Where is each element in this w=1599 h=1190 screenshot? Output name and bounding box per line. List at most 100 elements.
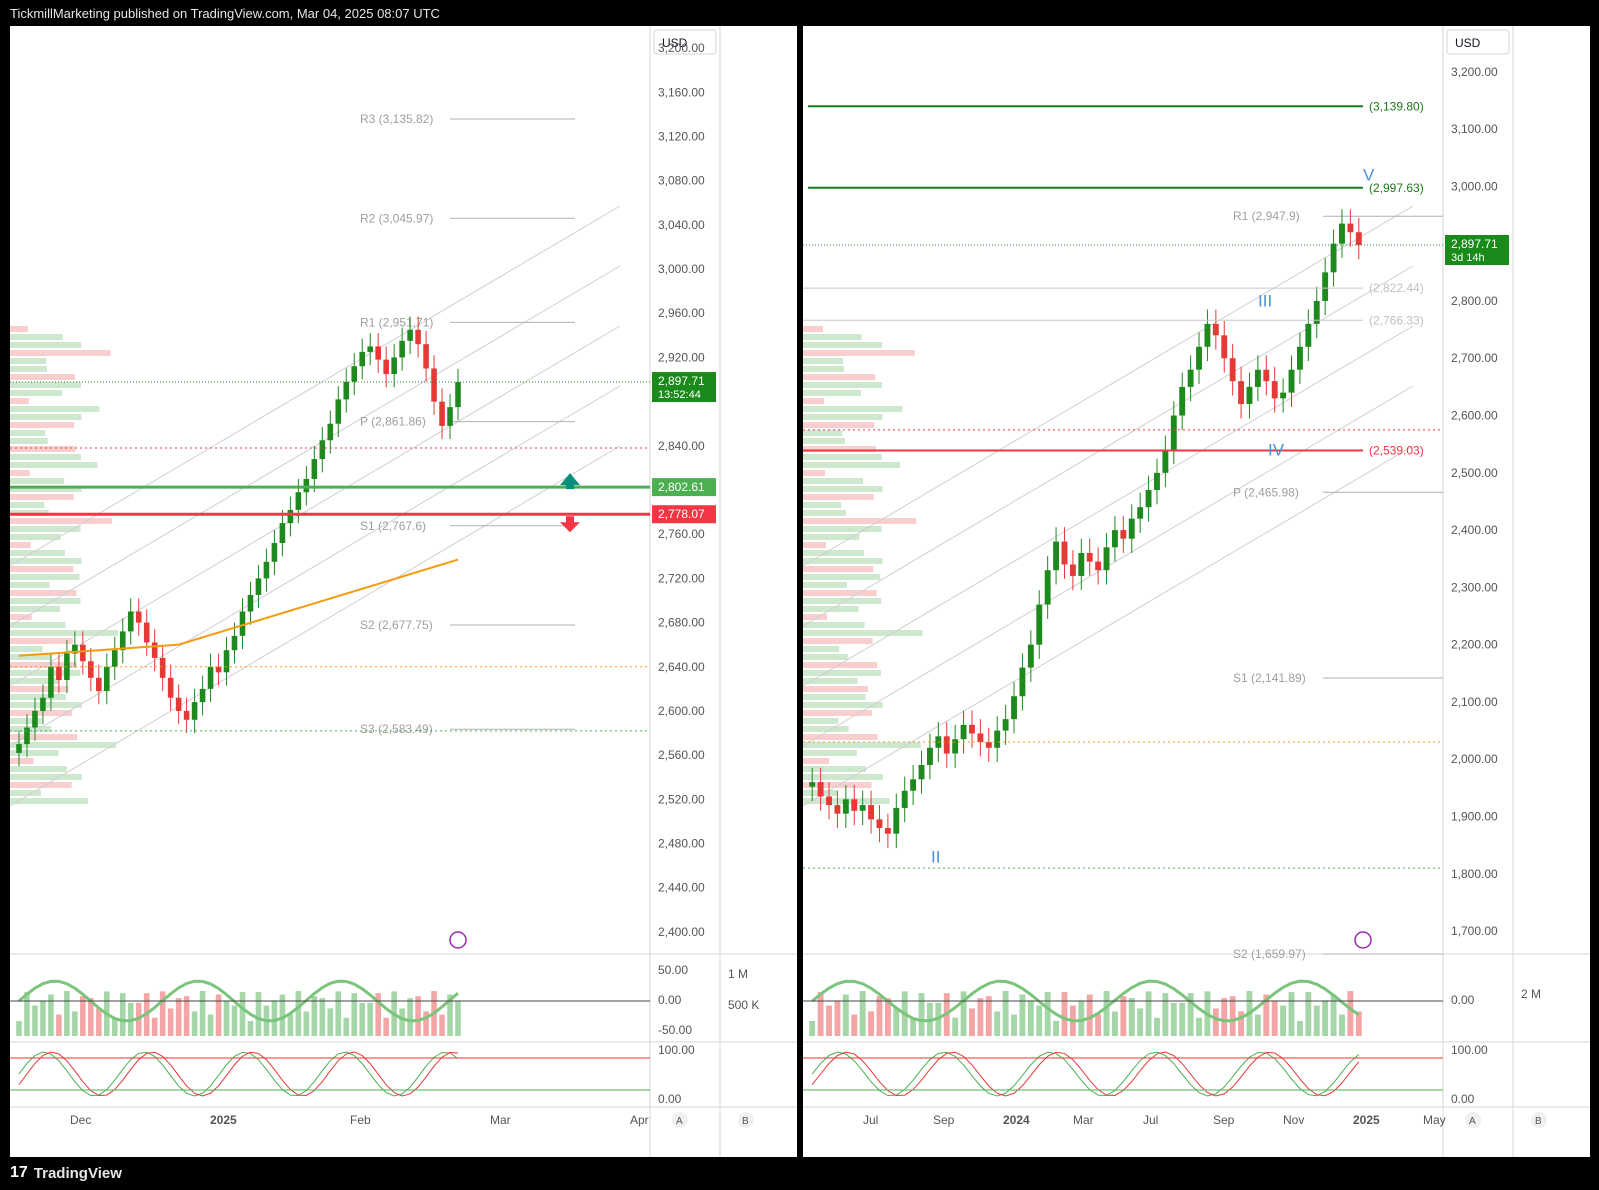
channel-line	[10, 265, 621, 627]
volume-profile-bar	[10, 790, 41, 796]
price-tick-label: 2,600.00	[1451, 409, 1498, 423]
volume-profile-bar	[803, 558, 883, 564]
volume-profile-bar	[10, 726, 52, 732]
currency-label: USD	[662, 36, 688, 50]
volume-bar	[1011, 1014, 1017, 1036]
price-tick-label: 3,040.00	[658, 218, 705, 232]
wave-label: IV	[1268, 441, 1285, 460]
oscillator-tick-label: 0.00	[1451, 993, 1475, 1007]
pivot-label: S3 (2,583.49)	[360, 722, 433, 736]
volume-profile-bar	[10, 406, 100, 412]
candle-body	[367, 346, 373, 352]
time-tick-label: 2024	[1003, 1113, 1030, 1127]
volume-profile-bar	[10, 590, 77, 596]
candle-body	[1305, 323, 1312, 347]
candle-body	[175, 697, 182, 711]
volume-profile-bar	[10, 678, 60, 684]
axis-button	[672, 1112, 688, 1128]
axis-button	[1465, 1112, 1481, 1128]
publish-attribution: TickmillMarketing published on TradingVi…	[10, 6, 440, 21]
candle-body	[1061, 541, 1068, 565]
volume-tick-label: 2 M	[1521, 987, 1541, 1001]
volume-profile-bar	[803, 758, 830, 764]
volume-profile-bar	[10, 638, 73, 644]
volume-profile-bar	[10, 326, 28, 332]
volume-profile-bar	[803, 782, 872, 788]
candle-body	[431, 368, 437, 402]
muted-level-label: (2,822.44)	[1369, 281, 1424, 295]
volume-bar	[1179, 1002, 1186, 1036]
volume-bar	[1280, 1005, 1287, 1036]
tradingview-brand[interactable]: 17 TradingView	[10, 1164, 122, 1182]
candle-body	[1229, 358, 1236, 382]
volume-bar	[1263, 994, 1270, 1036]
channel-line	[803, 445, 1414, 807]
volume-bar	[72, 1011, 78, 1036]
volume-profile-bar	[10, 398, 29, 404]
volume-profile-bar	[10, 430, 46, 436]
volume-bar	[1305, 992, 1312, 1036]
candle-body	[127, 611, 134, 632]
price-tick-label: 2,300.00	[1451, 580, 1498, 594]
volume-bar	[24, 992, 30, 1036]
chart-right-svg[interactable]: USD 3,200.00 3,100.00 3,000.00 2,800.00 2,700…	[803, 26, 1590, 1157]
candle-body	[1002, 719, 1009, 731]
volume-profile-bar	[10, 486, 82, 492]
volume-profile-bar	[803, 590, 877, 596]
pivot-label: S1 (2,767.6)	[360, 519, 426, 533]
pivot-label: R1 (2,947.9)	[1233, 209, 1300, 223]
candle-body	[826, 796, 832, 806]
volume-bar	[1120, 996, 1127, 1036]
candle-body	[1179, 386, 1186, 416]
price-tick-label: 3,200.00	[658, 41, 705, 55]
volume-profile-bar	[803, 574, 881, 580]
volume-bar	[311, 996, 318, 1036]
arrow-up-stem	[566, 483, 574, 490]
candle-body	[1263, 369, 1270, 382]
volume-profile-bar	[10, 630, 118, 636]
candle-body	[1162, 449, 1169, 473]
candle-body	[943, 736, 950, 754]
price-tick-label: 2,700.00	[1451, 351, 1498, 365]
candle-body	[439, 401, 445, 426]
chart-panel-right[interactable]: USD 3,200.00 3,100.00 3,000.00 2,800.00 2,700…	[803, 26, 1590, 1157]
price-tick-label: 2,200.00	[1451, 638, 1498, 652]
channel-line	[10, 385, 621, 747]
candle-body	[1069, 564, 1076, 576]
volume-bar	[1078, 1000, 1085, 1036]
volume-profile-bar	[803, 454, 882, 460]
time-tick-label: May	[1423, 1113, 1446, 1127]
candle-body	[834, 805, 841, 814]
volume-profile-bar	[10, 702, 82, 708]
candle-body	[901, 790, 908, 808]
volume-profile-bar	[803, 734, 878, 740]
price-tick-label: 1,800.00	[1451, 867, 1498, 881]
stochastic-tick-label: 0.00	[658, 1092, 682, 1106]
volume-bar	[1313, 1005, 1320, 1036]
pivot-label: R3 (3,135.82)	[360, 112, 433, 126]
candle-body	[311, 459, 318, 479]
volume-profile-bar	[10, 694, 67, 700]
time-tick-label: Mar	[1073, 1113, 1094, 1127]
candle-body	[287, 509, 294, 524]
price-tick-label: 1,900.00	[1451, 810, 1498, 824]
chart-panel-left[interactable]: USD 3,200.00 3,160.00 3,120.00 3,080.00 3,040…	[10, 26, 797, 1157]
price-tick-label: 2,500.00	[1451, 466, 1498, 480]
volume-profile-bar	[803, 406, 903, 412]
oscillator-tick-label: 0.00	[658, 993, 682, 1007]
stochastic-k-line	[18, 1051, 459, 1097]
last-price-label: 2,897.71	[658, 374, 705, 388]
volume-profile-bar	[10, 358, 47, 364]
candle-body	[1322, 272, 1329, 301]
volume-profile-bar	[10, 798, 88, 804]
volume-bar	[56, 1014, 62, 1036]
volume-profile-bar	[10, 654, 51, 660]
volume-bar	[359, 1002, 366, 1036]
candle-body	[876, 819, 883, 828]
volume-profile-bar	[803, 382, 882, 388]
volume-bar	[876, 996, 883, 1036]
volume-profile-bar	[10, 414, 82, 420]
volume-profile-bar	[10, 758, 34, 764]
stochastic-tick-label: 100.00	[658, 1043, 695, 1057]
